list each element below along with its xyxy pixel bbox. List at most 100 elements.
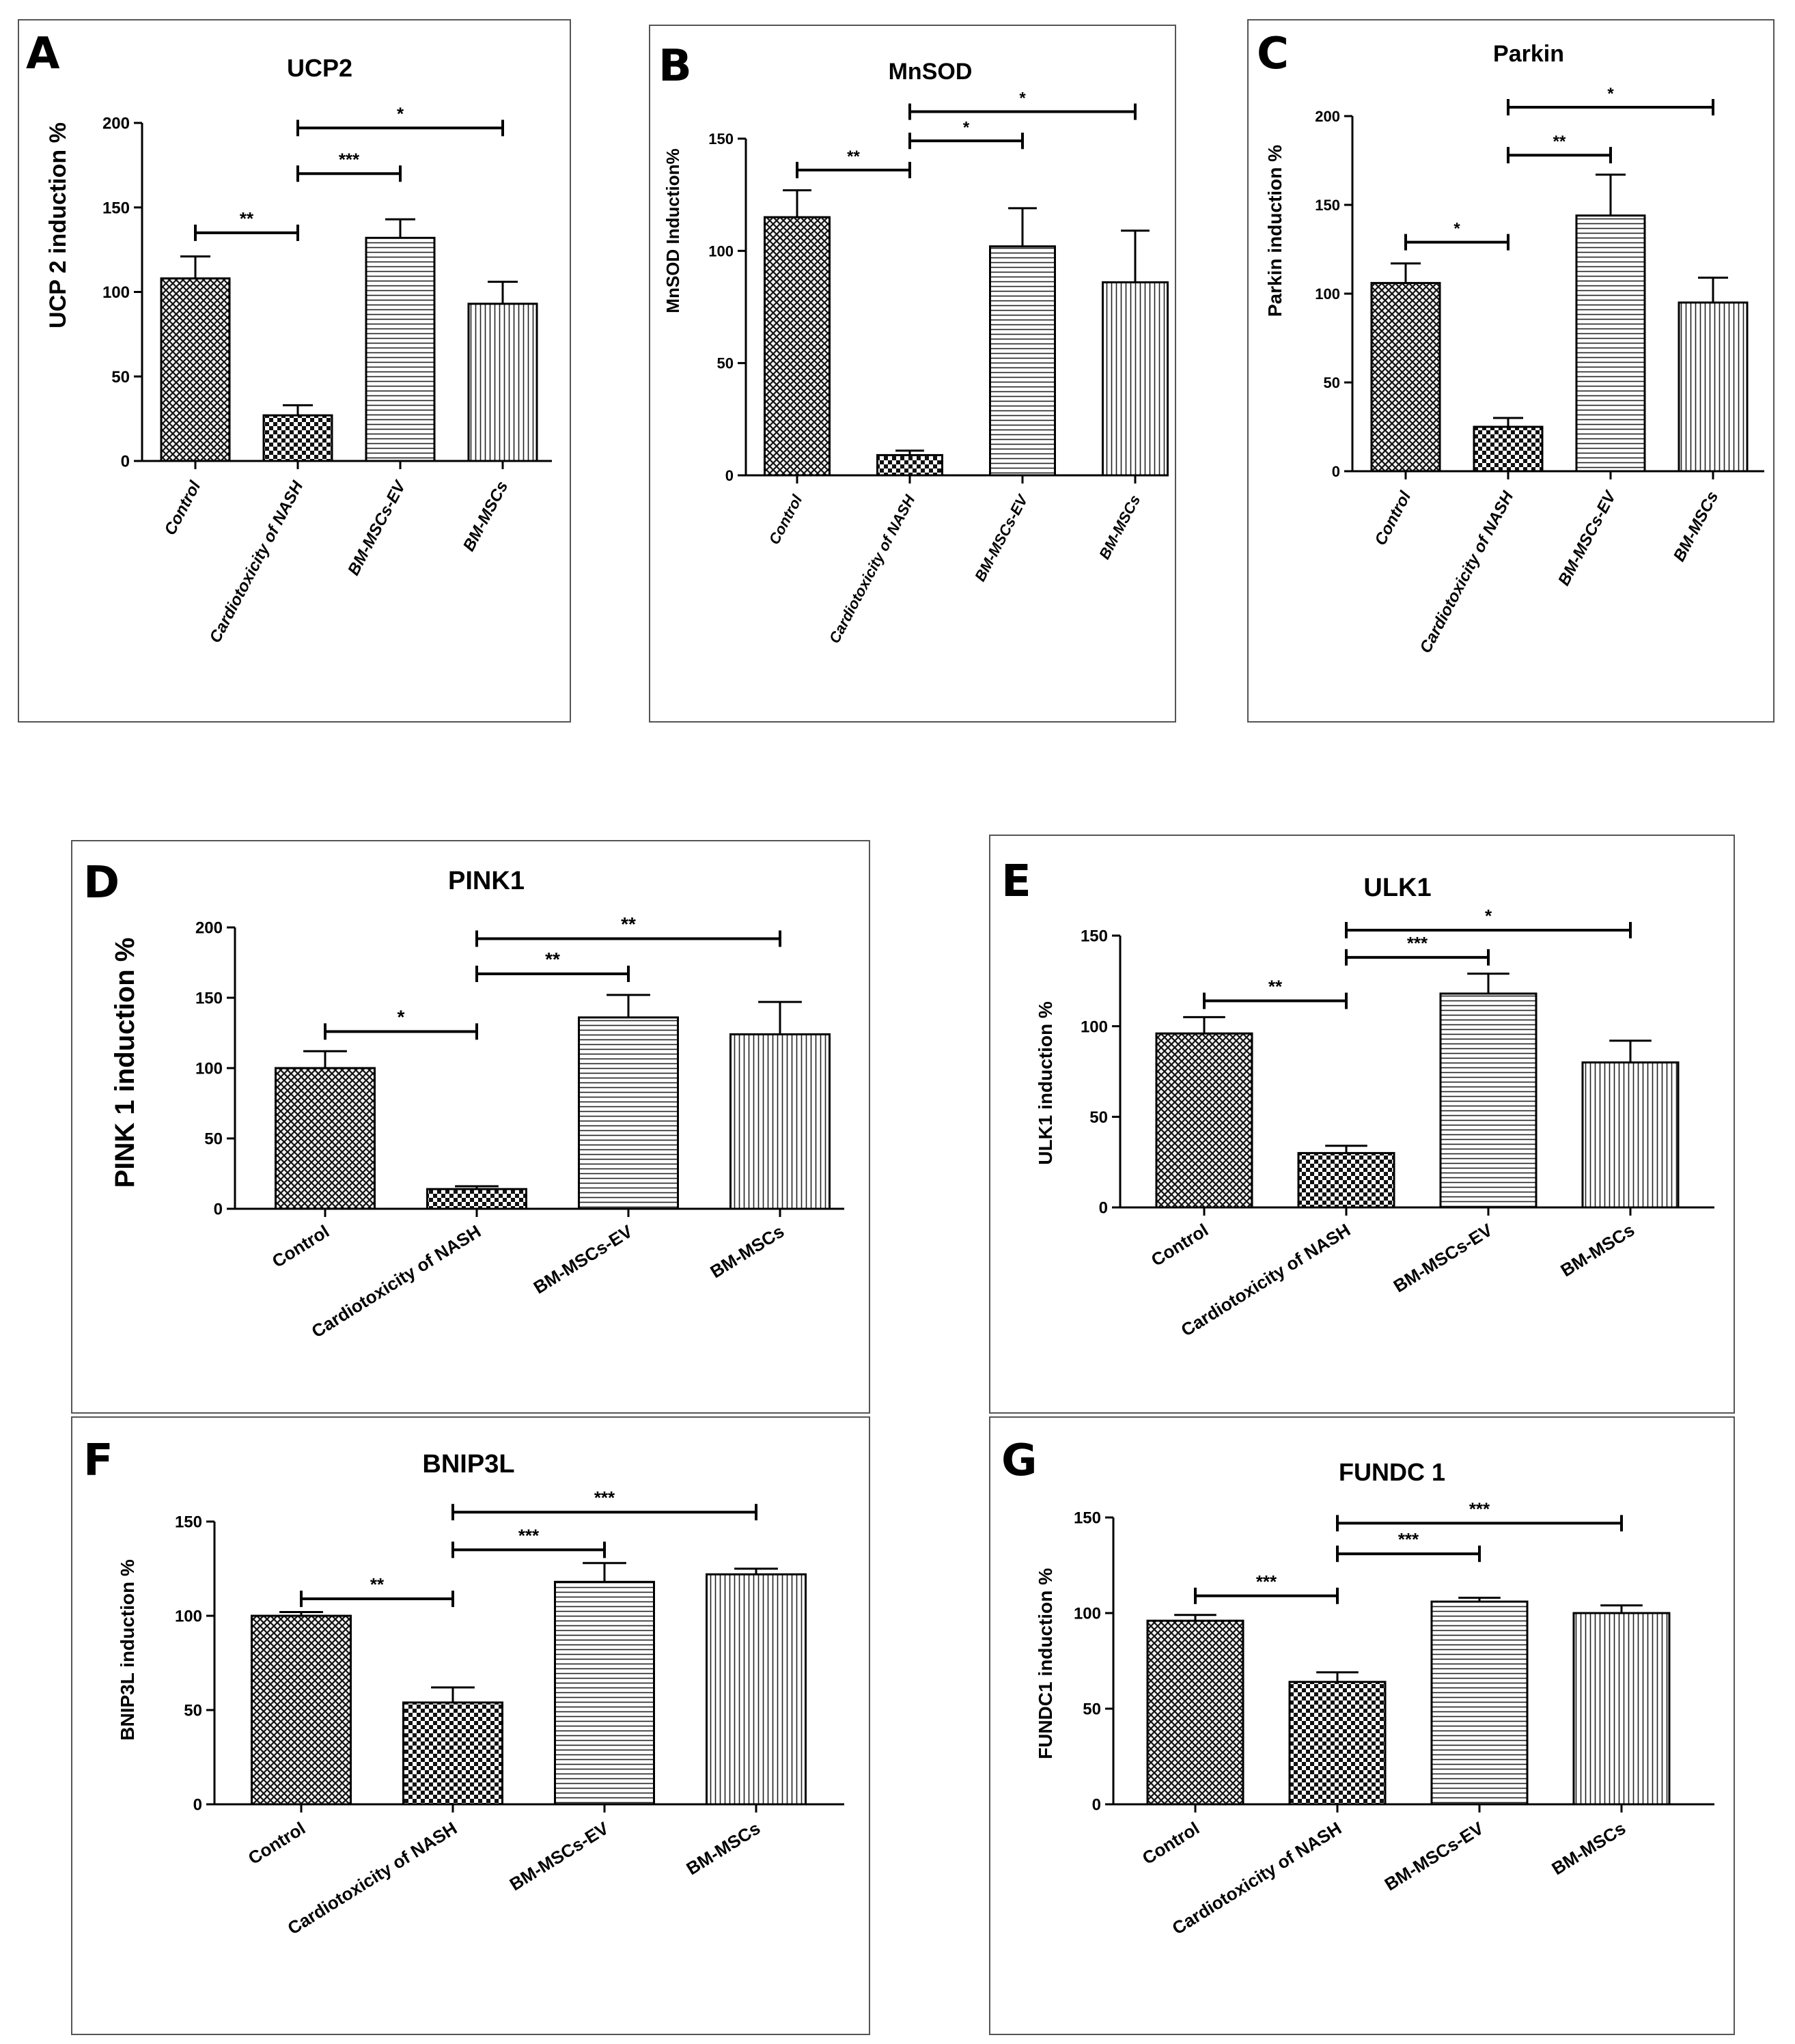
bar (764, 216, 831, 477)
x-category-label: BM-MSCs-EV (1381, 1817, 1488, 1894)
y-tick-label: 150 (175, 1513, 202, 1532)
bar (1572, 1612, 1671, 1806)
y-tick-label: 200 (102, 115, 130, 133)
bar (426, 1188, 527, 1210)
y-tick-label: 50 (1083, 1700, 1101, 1719)
y-tick-label: 150 (1315, 197, 1340, 214)
x-category-label: Cardiotoxicity of NASH (308, 1221, 484, 1342)
x-category-label: Control (161, 477, 205, 538)
significance-label: *** (594, 1487, 615, 1508)
y-tick-label: 50 (1089, 1108, 1108, 1127)
significance-label: * (1485, 906, 1492, 926)
x-category-label: Control (1371, 488, 1415, 548)
y-tick-label: 50 (111, 368, 130, 387)
bar (706, 1573, 807, 1806)
x-category-label: BM-MSCs-EV (1390, 1219, 1497, 1296)
x-category-label: BM-MSCs (1096, 492, 1143, 562)
chart-panel-b: B MnSOD MnSOD Induction% 0 50 100 150 Control Ca… (649, 25, 1176, 723)
x-category-label: Control (1139, 1818, 1203, 1868)
significance-label: * (1607, 85, 1614, 103)
y-tick-label: 50 (1324, 374, 1340, 391)
x-category-label: Cardiotoxicity of NASH (1417, 488, 1518, 656)
bar (729, 1033, 831, 1210)
significance-label: ** (240, 208, 254, 229)
bar (1102, 281, 1169, 477)
bar (1473, 425, 1544, 473)
chart-svg-b: B MnSOD MnSOD Induction% 0 50 100 150 Control Ca… (658, 41, 1169, 646)
significance-label: *** (1469, 1498, 1490, 1519)
y-tick-label: 100 (708, 242, 734, 260)
x-category-label: BM-MSCs-EV (506, 1817, 613, 1894)
y-tick-label: 100 (102, 283, 130, 302)
panel-label: E (1001, 856, 1031, 907)
bar (262, 414, 333, 462)
y-axis-label: PINK 1 induction % (110, 938, 140, 1188)
x-category-label: BM-MSCs-EV (971, 491, 1032, 585)
x-category-label: BM-MSCs (706, 1221, 788, 1283)
y-tick-label: 150 (708, 130, 734, 148)
x-category-label: Cardiotoxicity of NASH (206, 478, 307, 646)
y-tick-label: 100 (195, 1060, 223, 1078)
x-category-label: BM-MSCs-EV (1555, 487, 1620, 589)
panel-label: F (83, 1436, 113, 1486)
chart-title: BNIP3L (422, 1450, 514, 1479)
x-category-label: BM-MSCs (460, 478, 512, 555)
bar (1575, 214, 1646, 473)
significance-label: ** (1268, 977, 1283, 997)
y-axis-label: ULK1 induction % (1035, 1001, 1056, 1165)
bar (989, 245, 1056, 477)
chart-panel-c: C Parkin Parkin induction % 0 50 100 150 200 Con… (1247, 19, 1775, 723)
y-tick-label: 100 (1315, 285, 1340, 303)
significance-label: ** (1553, 132, 1566, 151)
significance-label: *** (518, 1525, 540, 1545)
chart-svg-d: D PINK1 PINK 1 induction % 0 50 100 150 200 Cont… (83, 858, 844, 1342)
x-category-label: Control (245, 1818, 309, 1868)
bar (275, 1067, 376, 1210)
y-tick-label: 50 (184, 1702, 202, 1720)
significance-label: * (963, 118, 970, 137)
y-tick-label: 150 (1081, 927, 1108, 946)
chart-svg-g: G FUNDC 1 FUNDC1 induction % 0 50 100 150 Contr… (1001, 1436, 1714, 1939)
significance-label: * (1019, 89, 1026, 108)
x-category-label: BM-MSCs (1557, 1220, 1638, 1281)
y-tick-label: 0 (725, 467, 734, 484)
chart-svg-a: A UCP2 UCP 2 induction % 0 50 100 150 200 Contro… (26, 29, 552, 646)
x-category-label: BM-MSCs (682, 1818, 764, 1879)
y-tick-label: 200 (1315, 108, 1340, 125)
significance-label: ** (621, 913, 636, 934)
y-tick-label: 0 (193, 1796, 202, 1815)
bar (1581, 1061, 1680, 1209)
x-category-label: BM-MSCs-EV (344, 477, 410, 578)
chart-panel-f: F BNIP3L BNIP3L induction % 0 50 100 150 Contro… (71, 1416, 870, 2035)
panel-label: B (658, 41, 692, 92)
y-axis-label: BNIP3L induction % (117, 1559, 138, 1741)
x-category-label: BM-MSCs (1548, 1818, 1629, 1879)
chart-panel-a: A UCP2 UCP 2 induction % 0 50 100 150 200 Contro… (18, 19, 571, 723)
x-category-label: Cardiotoxicity of NASH (284, 1818, 460, 1939)
significance-label: *** (1398, 1529, 1419, 1550)
y-tick-label: 150 (1074, 1509, 1101, 1528)
y-tick-label: 100 (1081, 1018, 1108, 1036)
bar (876, 453, 943, 477)
bar (1370, 281, 1441, 473)
chart-title: Parkin (1493, 41, 1564, 67)
x-category-label: BM-MSCs-EV (530, 1220, 637, 1298)
y-tick-label: 50 (717, 355, 734, 372)
chart-svg-c: C Parkin Parkin induction % 0 50 100 150 200 Con… (1257, 29, 1764, 656)
y-tick-label: 0 (1332, 463, 1340, 480)
x-category-label: Control (766, 492, 806, 548)
bar (578, 1016, 679, 1210)
bar (1288, 1681, 1387, 1806)
significance-label: *** (1256, 1571, 1277, 1592)
y-tick-label: 100 (175, 1608, 202, 1626)
chart-title: UCP2 (287, 54, 352, 82)
y-axis-label: MnSOD Induction% (663, 148, 683, 313)
chart-title: ULK1 (1363, 873, 1431, 902)
y-tick-label: 200 (195, 919, 223, 938)
significance-label: * (398, 1006, 405, 1027)
y-tick-label: 50 (204, 1130, 223, 1149)
bar (1430, 1600, 1529, 1806)
bar (1146, 1619, 1244, 1806)
chart-panel-d: D PINK1 PINK 1 induction % 0 50 100 150 200 Cont… (71, 840, 870, 1414)
